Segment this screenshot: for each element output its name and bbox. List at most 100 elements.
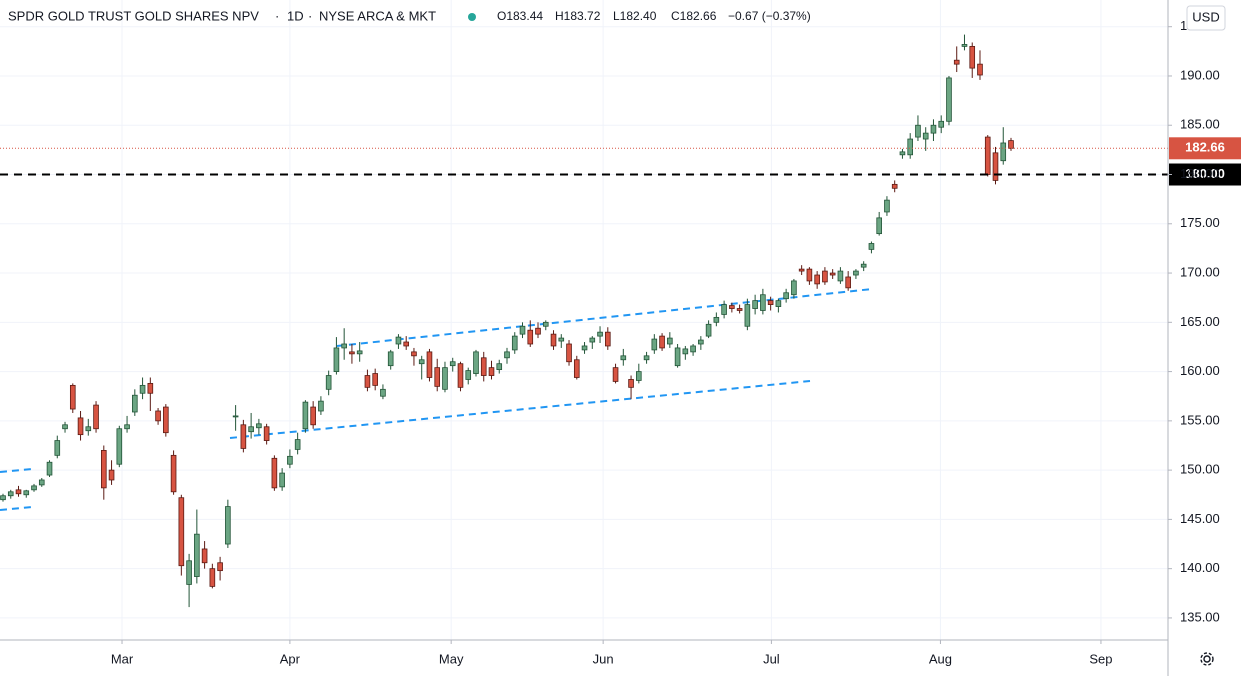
candle-body <box>573 359 580 378</box>
candle-body <box>876 217 882 235</box>
candle-body <box>38 479 45 486</box>
y-tick-label: 160.00 <box>1180 363 1220 378</box>
y-tick-label: 150.00 <box>1180 462 1220 477</box>
candle-body <box>612 367 619 382</box>
candle-body <box>108 469 115 481</box>
candles <box>0 34 1014 608</box>
settings-icon[interactable] <box>1200 652 1214 666</box>
candle-body <box>310 406 316 426</box>
candle-body <box>767 300 774 305</box>
settings-icon-gear[interactable] <box>1200 652 1214 666</box>
candle-body <box>62 424 68 430</box>
candle-body <box>155 410 161 422</box>
candle-body <box>705 323 712 337</box>
candle-body <box>496 363 503 371</box>
candle-body <box>318 400 324 412</box>
x-tick-label: Jul <box>763 651 780 666</box>
candle-body <box>364 375 371 388</box>
candle-body <box>922 132 929 140</box>
candle-body <box>674 347 681 367</box>
candle-body <box>837 270 844 282</box>
candle-body <box>240 424 247 449</box>
candle-body <box>418 359 425 365</box>
y-tick-label: 135.00 <box>1180 609 1220 624</box>
y-tick-label: 155.00 <box>1180 412 1220 427</box>
currency-button[interactable] <box>1186 5 1226 31</box>
y-tick-label: 145.00 <box>1180 511 1220 526</box>
candle-body <box>651 338 658 351</box>
candle-body <box>938 120 945 128</box>
candle-body <box>977 63 983 76</box>
candle-body <box>744 304 751 327</box>
trend-line <box>0 506 33 511</box>
candle-body <box>659 335 665 349</box>
candle-body <box>325 375 332 390</box>
x-tick-label: Mar <box>111 651 134 666</box>
candle-body <box>775 300 782 307</box>
candle-body <box>178 497 185 567</box>
candle-body <box>597 331 603 337</box>
candle-body <box>31 485 37 491</box>
candle-body <box>263 426 270 441</box>
candle-body <box>721 304 727 315</box>
candle-body <box>667 337 673 345</box>
candle-body <box>434 367 441 387</box>
horizontal-line-label: 180.00 <box>1185 166 1225 181</box>
legend: SPDR GOLD TRUST GOLD SHARES NPV · 1D · N… <box>8 8 811 23</box>
candle-body <box>736 308 743 311</box>
candle-body <box>349 351 355 355</box>
candle-body <box>853 270 859 276</box>
separator: · <box>275 8 279 23</box>
candle-body <box>643 355 650 361</box>
candle-body <box>868 243 875 250</box>
price-lines: 182.66 180.00 <box>0 137 1241 186</box>
candle-body <box>279 472 285 488</box>
candle-body <box>217 562 223 572</box>
change-value: −0.67 (−0.37%) <box>728 9 811 23</box>
y-tick-label: 140.00 <box>1180 560 1220 575</box>
candle-body <box>814 274 820 285</box>
candle-body <box>504 351 510 359</box>
y-tick-label: 190.00 <box>1180 67 1220 82</box>
candle-body <box>519 325 526 335</box>
y-tick-label: 185.00 <box>1180 117 1220 132</box>
candle-body <box>822 270 828 283</box>
candle-body <box>899 151 906 156</box>
candle-body <box>387 351 394 367</box>
trend-lines <box>0 288 873 511</box>
candle-body <box>992 152 999 181</box>
x-tick-label: Sep <box>1089 651 1112 666</box>
candle-body <box>581 345 588 351</box>
candle-body <box>984 136 991 175</box>
candle-body <box>698 339 704 345</box>
x-tick-label: Apr <box>280 651 301 666</box>
currency-label[interactable]: USD <box>1192 9 1219 24</box>
candle-body <box>116 428 123 465</box>
candle-body <box>465 370 472 380</box>
candle-body <box>511 335 518 351</box>
high-value: H183.72 <box>555 9 601 23</box>
candle-body <box>23 490 30 496</box>
candle-body <box>961 44 968 47</box>
candle-body <box>915 124 921 138</box>
trend-line <box>229 380 811 439</box>
candle-body <box>100 450 107 489</box>
settings-icon-center[interactable] <box>1203 655 1211 663</box>
candle-body <box>558 337 565 342</box>
candle-body <box>449 361 456 367</box>
candle-body <box>15 489 22 495</box>
candle-body <box>542 321 549 327</box>
candle-body <box>480 357 487 376</box>
candle-body <box>946 77 952 122</box>
candle-body <box>411 351 417 357</box>
candle-body <box>473 351 479 374</box>
candle-body <box>403 341 410 347</box>
horizontal-line-box <box>1169 163 1241 186</box>
interval: 1D <box>287 8 304 23</box>
candle-body <box>620 355 627 361</box>
candle-body <box>271 457 278 489</box>
candle-body <box>225 506 231 545</box>
candle-body <box>535 327 541 335</box>
